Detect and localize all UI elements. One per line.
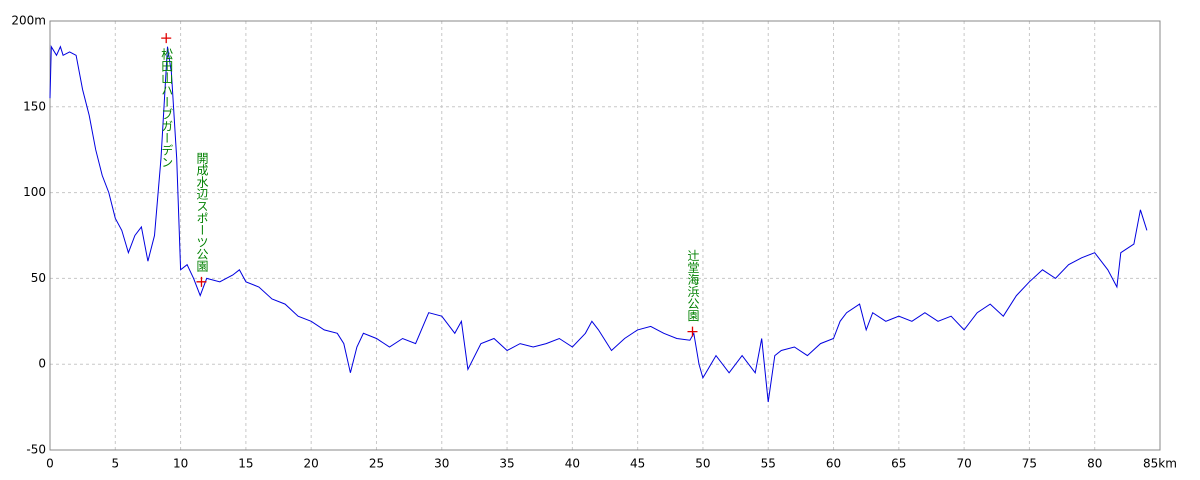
y-tick-label: 50 xyxy=(31,271,46,285)
x-tick-label: 20 xyxy=(304,457,319,471)
x-tick-label: 65 xyxy=(891,457,906,471)
x-tick-label: 30 xyxy=(434,457,449,471)
x-tick-label: 50 xyxy=(695,457,710,471)
annotation-marker xyxy=(161,33,172,44)
x-tick-label: 80 xyxy=(1087,457,1102,471)
x-tick-label: 0 xyxy=(46,457,54,471)
x-tick-label: 25 xyxy=(369,457,384,471)
annotation-label: 開成水辺スポーツ公園 xyxy=(195,151,209,271)
y-tick-label: 150 xyxy=(23,99,46,113)
annotation-label: 辻堂海浜公園 xyxy=(686,249,700,321)
x-tick-label: 75 xyxy=(1022,457,1037,471)
x-tick-label: 5 xyxy=(111,457,119,471)
y-tick-label: 200m xyxy=(11,14,46,28)
x-tick-label: 45 xyxy=(630,457,645,471)
x-tick-label: 55 xyxy=(761,457,776,471)
annotation-label: 松田山ハーブガーデン xyxy=(160,48,174,168)
y-tick-label: 100 xyxy=(23,185,46,199)
x-tick-label: 10 xyxy=(173,457,188,471)
y-tick-label: -50 xyxy=(26,443,46,457)
y-tick-label: 0 xyxy=(38,357,46,371)
plot-border xyxy=(49,20,1161,451)
x-tick-label: 60 xyxy=(826,457,841,471)
x-tick-label: 70 xyxy=(956,457,971,471)
x-tick-label: 40 xyxy=(565,457,580,471)
x-tick-label: 15 xyxy=(238,457,253,471)
elevation-line xyxy=(49,44,1148,403)
annotation-marker xyxy=(687,326,698,337)
x-tick-label: 85km xyxy=(1143,457,1177,471)
x-tick-label: 35 xyxy=(499,457,514,471)
annotation-marker xyxy=(196,276,207,287)
